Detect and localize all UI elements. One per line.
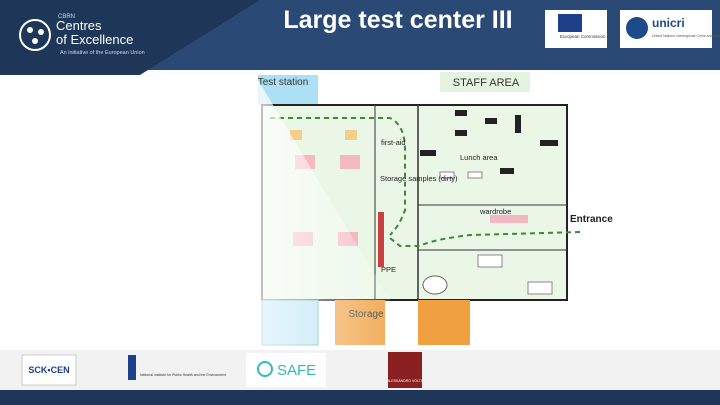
rivm-logo: National Institute for Public Health and…	[140, 373, 226, 377]
desk	[477, 254, 503, 268]
storage-samples-label: Storage samples (dirty)	[380, 174, 458, 183]
chair	[290, 130, 302, 140]
volta-logo-bg	[388, 352, 422, 388]
ppe-label: PPE	[381, 265, 396, 274]
sck-logo: SCK•CEN	[28, 365, 69, 375]
staff-area-label: STAFF AREA	[453, 77, 520, 89]
storage-samples-text: Storage samples (dirty)	[380, 174, 458, 183]
entrance-label: Entrance	[570, 214, 613, 225]
logo-line: of Excellence	[56, 32, 133, 47]
safe-icon	[257, 361, 273, 377]
bed	[340, 155, 360, 169]
wardrobe-rack	[490, 215, 528, 223]
table	[540, 140, 558, 146]
footer-strip	[0, 390, 720, 405]
unicri-sub: United Nations Interregional Crime and J…	[652, 34, 720, 38]
table	[515, 115, 521, 133]
ec-label: European Commission	[560, 34, 606, 39]
rivm-mark	[128, 355, 136, 380]
test-station-label: Test station	[258, 77, 309, 88]
route-path	[389, 231, 581, 247]
slide-title: Large test center III	[283, 6, 512, 34]
safe-logo-bg	[246, 353, 326, 387]
orange-box	[418, 300, 470, 345]
route-path	[270, 117, 406, 236]
lunch-area-label: Lunch area	[460, 153, 498, 162]
sck-logo-bg	[21, 354, 77, 386]
logo-dot	[32, 38, 38, 44]
unicri-label: unicri	[652, 16, 685, 30]
footer-band	[0, 350, 720, 390]
safe-logo: SAFE	[277, 362, 316, 379]
logo-small: CBRN	[58, 14, 75, 20]
desk	[527, 281, 553, 295]
first-aid-label: first-aid	[381, 138, 406, 147]
staff-area-bg	[440, 72, 530, 92]
logo-dot	[27, 27, 33, 33]
chair	[345, 130, 357, 140]
logo-line: Centres	[56, 18, 102, 33]
eu-flag	[558, 14, 582, 32]
wardrobe-label: wardrobe	[479, 207, 511, 216]
volta-logo: ALESSANDRO VOLTA	[387, 379, 424, 383]
bench	[467, 171, 483, 179]
logo-tagline: An initiative of the European Union	[60, 50, 145, 56]
coe-logo: CBRN Centres of Excellence An initiative…	[19, 14, 145, 56]
logo-ring	[19, 19, 51, 51]
table	[455, 110, 467, 116]
logo-dot	[38, 29, 44, 35]
fade-overlay	[0, 75, 420, 350]
table	[420, 150, 436, 156]
un-emblem	[626, 17, 648, 39]
header-angle	[0, 0, 260, 75]
table	[455, 130, 467, 136]
table	[485, 118, 497, 124]
table	[500, 168, 514, 174]
ppe-shelf	[378, 212, 384, 267]
bench	[439, 171, 455, 179]
round-table	[422, 275, 448, 295]
